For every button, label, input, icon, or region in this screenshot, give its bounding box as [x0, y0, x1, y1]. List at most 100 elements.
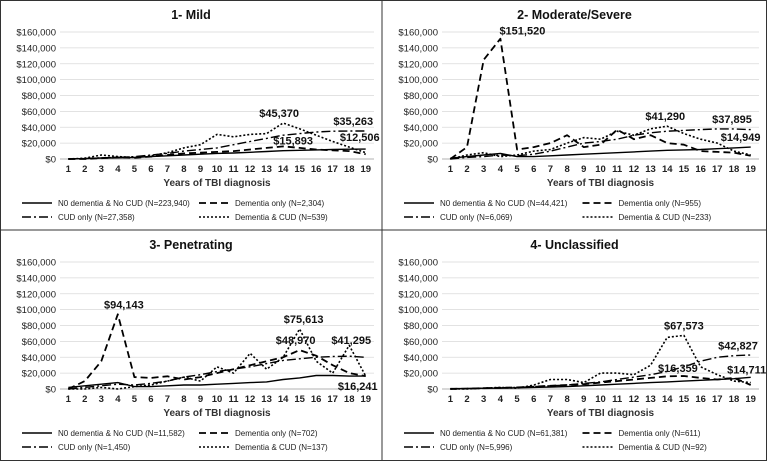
y-tick-label: $20,000: [404, 139, 438, 150]
x-tick-label: 13: [261, 164, 272, 175]
y-tick-label: $100,000: [16, 75, 56, 86]
x-tick-label: 13: [645, 394, 656, 405]
x-tick-label: 2: [82, 394, 87, 405]
x-tick-label: 7: [548, 394, 553, 405]
x-tick-label: 8: [181, 164, 186, 175]
x-axis-label: Years of TBI diagnosis: [163, 178, 271, 189]
y-tick-label: $60,000: [22, 337, 56, 348]
x-tick-label: 14: [662, 164, 673, 175]
legend-label: N0 dementia & No CUD (N=11,582): [58, 429, 185, 438]
chart-panel-2: 2- Moderate/Severe $0 $20,000 $40,000 $60,00…: [398, 8, 760, 222]
legend-label: N0 dementia & No CUD (N=61,381): [440, 429, 568, 438]
series-line-solid: [450, 146, 751, 159]
y-tick-label: $160,000: [16, 258, 56, 269]
x-tick-label: 16: [695, 394, 706, 405]
x-tick-label: 7: [548, 164, 553, 175]
y-tick-label: $160,000: [398, 258, 438, 269]
data-label: $41,295: [331, 335, 371, 347]
legend-label: CUD only (N=6,069): [440, 213, 513, 222]
x-tick-label: 11: [612, 164, 623, 175]
data-label: $16,241: [338, 381, 378, 393]
x-tick-label: 3: [481, 164, 486, 175]
y-tick-label: $20,000: [22, 369, 56, 380]
x-tick-label: 9: [581, 164, 586, 175]
x-tick-label: 8: [564, 394, 569, 405]
x-tick-label: 9: [581, 394, 586, 405]
y-tick-label: $40,000: [404, 353, 438, 364]
data-label: $48,970: [276, 335, 316, 347]
x-tick-label: 10: [212, 164, 223, 175]
chart-title: 1- Mild: [171, 8, 211, 22]
x-tick-label: 13: [261, 394, 272, 405]
y-tick-label: $20,000: [22, 139, 56, 150]
x-tick-label: 4: [115, 164, 121, 175]
x-tick-label: 8: [564, 164, 569, 175]
chart-title: 4- Unclassified: [530, 238, 618, 252]
x-tick-label: 16: [311, 164, 322, 175]
x-tick-label: 7: [165, 164, 170, 175]
y-tick-label: $100,000: [398, 75, 438, 86]
x-tick-label: 4: [498, 394, 504, 405]
x-tick-label: 15: [679, 394, 690, 405]
series-line-dotted: [68, 328, 367, 390]
data-label: $42,827: [718, 341, 758, 353]
x-tick-label: 10: [595, 394, 606, 405]
x-tick-label: 12: [629, 394, 640, 405]
y-tick-label: $40,000: [22, 353, 56, 364]
x-tick-label: 12: [245, 394, 256, 405]
y-tick-label: $0: [427, 385, 438, 396]
x-tick-label: 18: [729, 164, 740, 175]
series-line-dashdot: [68, 355, 366, 390]
x-tick-label: 4: [115, 394, 121, 405]
x-tick-label: 18: [344, 394, 355, 405]
legend-label: Dementia & CUD (N=539): [235, 213, 328, 222]
series-line-dashdot: [68, 130, 366, 160]
y-tick-label: $80,000: [404, 321, 438, 332]
chart-panel-1: 1- Mild $0 $20,000 $40,000 $60,000 $80,000 $10…: [16, 8, 379, 222]
data-label: $94,143: [104, 299, 144, 311]
y-tick-label: $140,000: [398, 43, 438, 54]
x-tick-label: 6: [531, 394, 536, 405]
y-tick-label: $120,000: [398, 289, 438, 300]
y-tick-label: $100,000: [398, 305, 438, 316]
series-line-dashdot: [450, 354, 751, 390]
y-tick-label: $60,000: [22, 107, 56, 118]
x-tick-label: 1: [66, 164, 72, 175]
x-tick-label: 15: [294, 394, 305, 405]
x-tick-label: 17: [327, 164, 338, 175]
data-label: $67,573: [664, 320, 704, 332]
y-tick-label: $0: [427, 155, 438, 166]
x-tick-label: 4: [498, 164, 504, 175]
y-tick-label: $120,000: [16, 59, 56, 70]
legend-label: CUD only (N=5,996): [440, 443, 513, 452]
x-tick-label: 3: [481, 394, 486, 405]
x-tick-label: 9: [198, 164, 203, 175]
x-tick-label: 7: [165, 394, 170, 405]
series-line-dotted: [450, 125, 751, 160]
legend-label: Dementia only (N=702): [235, 429, 318, 438]
legend-label: Dementia only (N=2,304): [235, 199, 324, 208]
x-axis-label: Years of TBI diagnosis: [547, 408, 655, 419]
x-tick-label: 18: [344, 164, 355, 175]
x-tick-label: 2: [464, 394, 469, 405]
y-tick-label: $140,000: [16, 273, 56, 284]
data-label: $14,949: [721, 132, 761, 144]
x-tick-label: 5: [132, 164, 138, 175]
x-tick-label: 11: [612, 394, 623, 405]
x-tick-label: 10: [595, 164, 606, 175]
data-label: $75,613: [284, 314, 324, 326]
data-label: $16,359: [658, 363, 698, 375]
legend-label: N0 dementia & No CUD (N=44,421): [440, 199, 568, 208]
y-tick-label: $120,000: [16, 289, 56, 300]
series-line-dashed: [450, 375, 752, 390]
x-tick-label: 3: [99, 394, 104, 405]
series-line-dashed: [67, 313, 366, 390]
data-label: $14,711: [727, 364, 766, 376]
chart-title: 3- Penetrating: [149, 238, 232, 252]
x-tick-label: 14: [278, 164, 289, 175]
x-tick-label: 16: [695, 164, 706, 175]
x-axis-label: Years of TBI diagnosis: [163, 408, 271, 419]
x-tick-label: 1: [448, 164, 454, 175]
data-label: $37,895: [712, 114, 752, 126]
